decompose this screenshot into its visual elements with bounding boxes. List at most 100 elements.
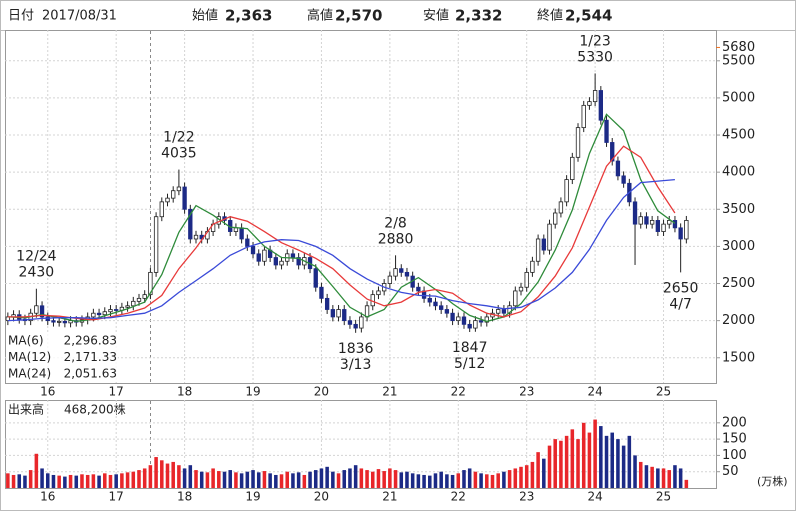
volume-bar <box>40 468 44 488</box>
header-field-name: 安値 <box>423 8 449 24</box>
header-field-value: 2,570 <box>335 7 382 25</box>
candle-body <box>62 320 68 324</box>
volume-bar <box>165 463 170 488</box>
volume-bar <box>399 472 404 488</box>
annotation-value: 2430 <box>19 265 55 281</box>
candle-body <box>91 312 96 318</box>
candle-body <box>570 156 575 180</box>
x-tick-label: 23 <box>519 385 534 399</box>
legend-box <box>6 333 118 382</box>
volume-bar <box>604 435 609 488</box>
candle-body <box>347 320 353 325</box>
volume-bar <box>479 473 483 488</box>
volume-bar <box>536 452 540 488</box>
annotation-value: 1836 <box>338 341 374 357</box>
candle-body <box>56 320 62 323</box>
volume-bar <box>656 468 660 488</box>
candle-body <box>5 316 11 322</box>
candle-body <box>233 227 239 232</box>
x-tick-label: 19 <box>245 385 260 399</box>
volume-bar <box>633 455 637 488</box>
candle-body <box>621 175 626 184</box>
volume-bar <box>627 435 632 488</box>
volume-bar <box>222 471 227 488</box>
candle-body <box>148 271 153 296</box>
candle-body <box>39 305 45 318</box>
x-tick-label: 17 <box>109 385 124 399</box>
volume-bar <box>80 474 84 488</box>
candle-body <box>684 220 689 240</box>
candle-body <box>159 201 164 218</box>
candle-body <box>136 297 142 302</box>
annotation-date: 12/24 <box>16 249 56 265</box>
volume-bar <box>131 471 136 488</box>
candle-body <box>51 320 56 323</box>
volume-bar <box>393 470 398 488</box>
y-tick-label: 2000 <box>722 313 755 328</box>
header-field-name: 始値 <box>192 8 218 24</box>
volume-x-tick-label: 21 <box>382 490 397 504</box>
volume-bar <box>581 422 586 488</box>
volume-y-tick-label: 50 <box>722 464 739 479</box>
candle-body <box>131 300 136 307</box>
candle-body <box>524 271 529 288</box>
candle-body <box>587 101 592 106</box>
candle-body <box>541 238 546 251</box>
candle-body <box>108 309 113 313</box>
volume-bar <box>63 476 67 488</box>
volume-bar <box>382 471 386 488</box>
volume-bar <box>467 468 472 488</box>
candle-body <box>632 201 638 225</box>
annotation-date: 1/22 <box>163 130 194 146</box>
ma-line <box>7 113 676 323</box>
volume-bar <box>678 468 683 488</box>
volume-bar <box>256 472 261 488</box>
volume-bar <box>445 474 449 488</box>
volume-x-tick-label: 25 <box>656 490 671 504</box>
volume-bar <box>251 470 255 488</box>
candle-body <box>416 286 421 292</box>
volume-x-tick-label: 22 <box>451 490 466 504</box>
volume-bar <box>28 470 33 488</box>
candle-body <box>467 323 472 329</box>
candle-body <box>473 320 478 329</box>
candle-body <box>598 90 603 121</box>
volume-x-tick-label: 19 <box>245 490 260 504</box>
volume-bar <box>103 473 107 488</box>
volume-bar <box>51 474 56 488</box>
volume-bar <box>502 471 506 488</box>
annotation-date: 2/8 <box>384 215 407 231</box>
volume-bar <box>296 472 301 488</box>
candle-body <box>644 216 649 225</box>
volume-bar <box>68 474 73 488</box>
y-tick-label: 4000 <box>722 165 755 180</box>
volume-bar <box>325 466 329 488</box>
volume-bar <box>74 475 79 488</box>
volume-bar <box>239 473 244 488</box>
volume-bar <box>519 466 523 488</box>
volume-bar <box>291 473 295 488</box>
volume-bar <box>57 475 61 488</box>
candle-body <box>667 220 672 225</box>
candle-body <box>324 297 330 310</box>
volume-bar <box>274 474 278 488</box>
volume-bar <box>661 468 666 488</box>
volume-bar <box>490 474 495 488</box>
volume-bar <box>11 474 16 488</box>
x-tick-label: 24 <box>587 385 602 399</box>
annotation-value: 4035 <box>161 146 197 162</box>
volume-bar <box>160 460 164 488</box>
annotation-date: 3/13 <box>340 357 371 373</box>
x-tick-label: 22 <box>451 385 466 399</box>
volume-bar <box>211 468 215 488</box>
volume-bar <box>17 474 22 488</box>
volume-bar <box>188 465 193 488</box>
candle-body <box>319 286 324 299</box>
candle-body <box>165 197 170 203</box>
volume-bar <box>23 475 27 488</box>
volume-bar <box>587 432 592 488</box>
volume-bar <box>228 470 232 488</box>
candle-body <box>450 312 455 322</box>
volume-bar <box>610 432 614 488</box>
